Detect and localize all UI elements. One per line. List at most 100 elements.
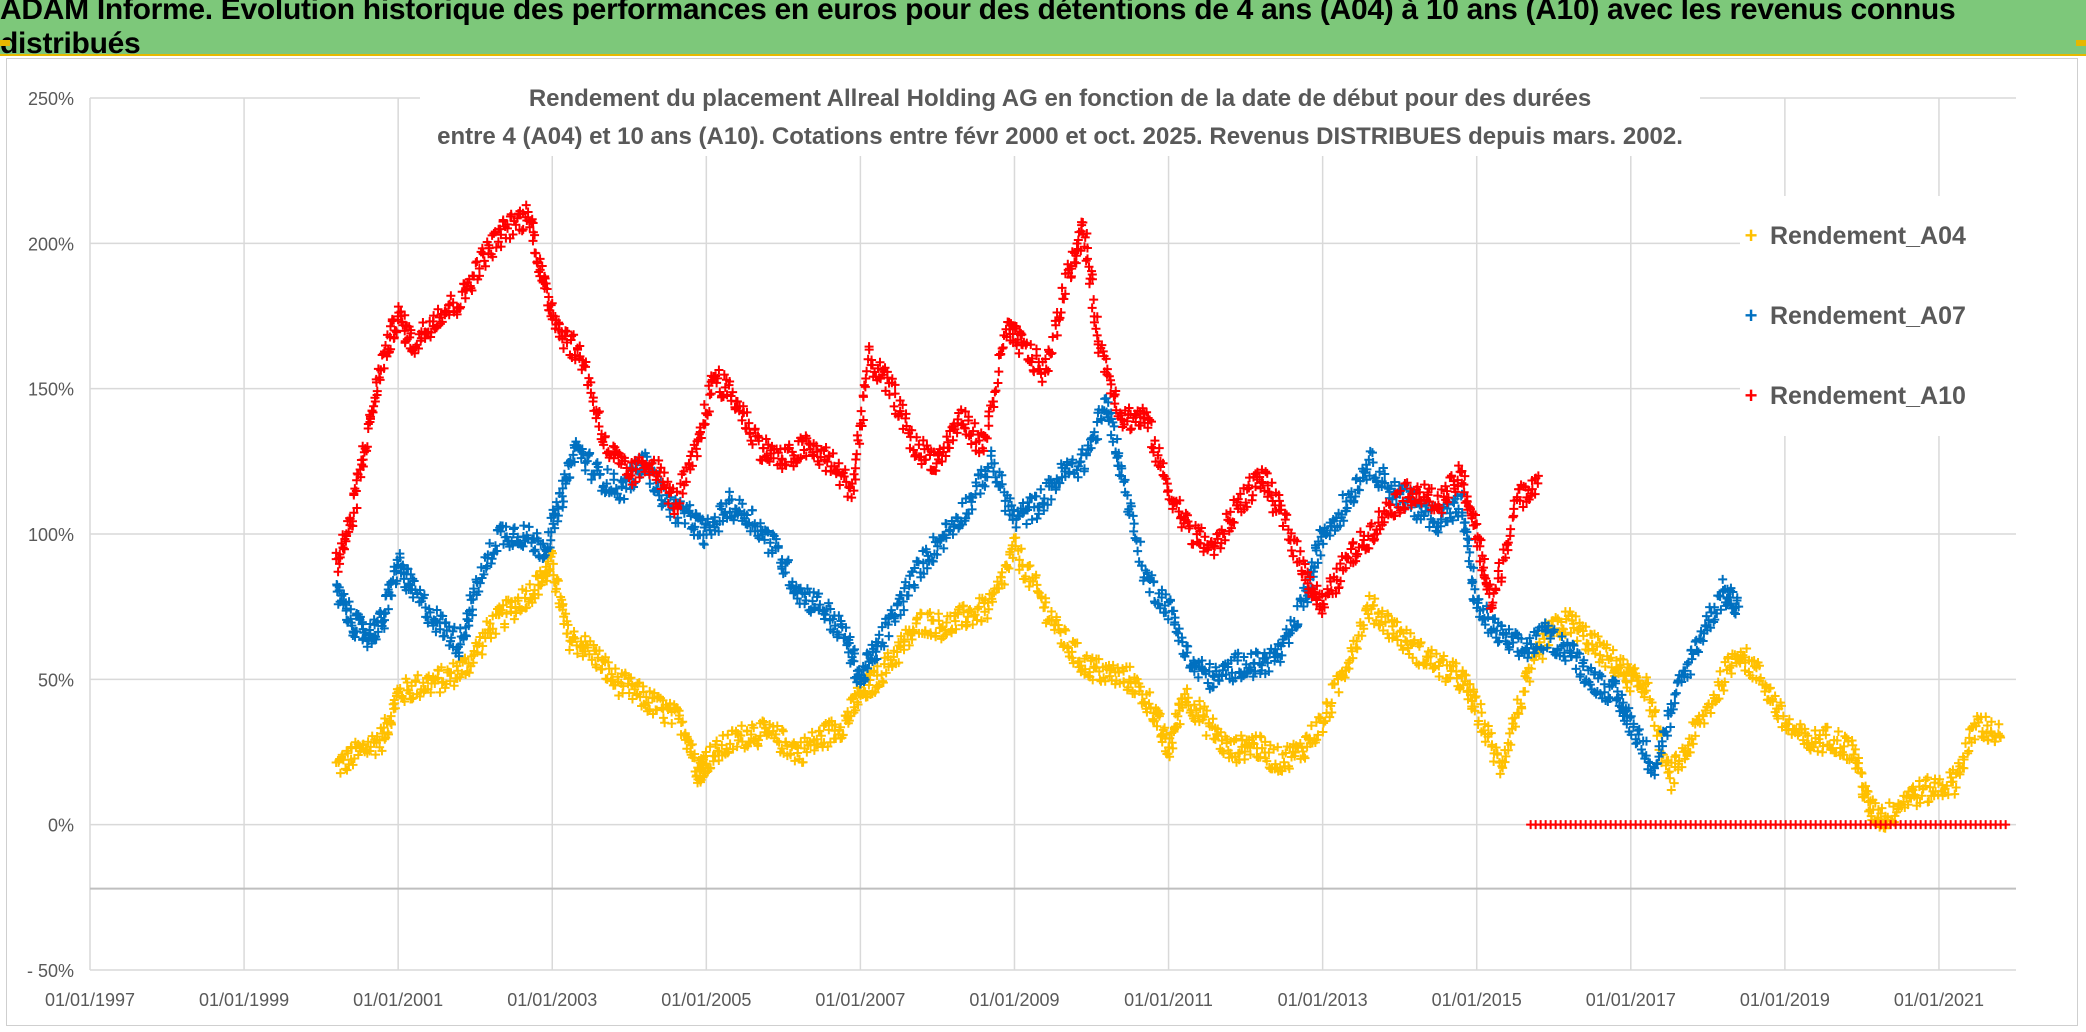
x-tick-label: 01/01/2017	[1586, 990, 1676, 1010]
data-point-rendement-a10	[1014, 348, 1024, 358]
data-point-rendement-a04	[1074, 656, 1084, 666]
data-point-rendement-a04	[1917, 791, 1927, 801]
data-point-rendement-a04	[591, 662, 601, 672]
data-point-rendement-a04	[1566, 628, 1576, 638]
data-point-rendement-a04	[407, 694, 417, 704]
data-point-rendement-a04	[737, 721, 747, 731]
chart-title: Rendement du placement Allreal Holding A…	[420, 80, 1700, 156]
data-point-rendement-a04	[413, 670, 423, 680]
data-point-rendement-a04	[1357, 631, 1367, 641]
report-banner: ADAM Informe. Evolution historique des p…	[0, 0, 2086, 60]
data-point-rendement-a04	[1400, 636, 1410, 646]
data-point-rendement-a07	[609, 469, 619, 479]
data-point-rendement-a04	[522, 602, 532, 612]
data-point-rendement-a04	[1606, 653, 1616, 663]
data-point-rendement-a07	[1145, 587, 1155, 597]
data-point-rendement-a04	[674, 706, 684, 716]
data-point-rendement-a10-baseline	[2001, 820, 2011, 830]
data-point-rendement-a04	[543, 556, 553, 566]
data-point-rendement-a07	[1133, 546, 1143, 556]
data-point-rendement-a04	[1152, 721, 1162, 731]
data-point-rendement-a04	[1014, 555, 1024, 565]
data-point-rendement-a04	[873, 682, 883, 692]
data-point-rendement-a10	[1052, 330, 1062, 340]
data-point-rendement-a04	[624, 688, 634, 698]
data-point-rendement-a04	[1273, 742, 1283, 752]
data-point-rendement-a04	[899, 634, 909, 644]
data-point-rendement-a04	[1352, 644, 1362, 654]
legend-item-a10: + Rendement_A10	[1740, 356, 2020, 436]
data-point-rendement-a04	[1427, 645, 1437, 655]
data-point-rendement-a10	[1346, 544, 1356, 554]
data-point-rendement-a07	[584, 449, 594, 459]
data-point-rendement-a04	[844, 716, 854, 726]
data-point-rendement-a04	[1208, 714, 1218, 724]
data-point-rendement-a10	[333, 567, 343, 577]
data-point-rendement-a04	[1202, 706, 1212, 716]
data-point-rendement-a04	[1085, 667, 1095, 677]
data-point-rendement-a04	[1595, 650, 1605, 660]
data-point-rendement-a07	[1022, 519, 1032, 529]
data-point-rendement-a04	[626, 673, 636, 683]
data-point-rendement-a07	[1129, 519, 1139, 529]
data-point-rendement-a04	[426, 687, 436, 697]
data-point-rendement-a04	[974, 602, 984, 612]
data-point-rendement-a07	[1169, 606, 1179, 616]
data-point-rendement-a04	[1578, 631, 1588, 641]
data-point-rendement-a04	[1370, 594, 1380, 604]
data-point-rendement-a04	[892, 647, 902, 657]
data-point-rendement-a04	[1434, 672, 1444, 682]
data-point-rendement-a04	[1327, 698, 1337, 708]
data-point-rendement-a04	[1451, 658, 1461, 668]
data-point-rendement-a04	[850, 705, 860, 715]
data-point-rendement-a04	[931, 628, 941, 638]
data-point-rendement-a04	[630, 684, 640, 694]
data-point-rendement-a04	[672, 704, 682, 714]
data-point-rendement-a10	[692, 451, 702, 461]
data-point-rendement-a04	[533, 590, 543, 600]
data-point-rendement-a07	[1165, 596, 1175, 606]
x-tick-label: 01/01/2015	[1432, 990, 1522, 1010]
data-point-rendement-a04	[1082, 651, 1092, 661]
data-point-rendement-a07	[1027, 515, 1037, 525]
data-point-rendement-a04	[994, 584, 1004, 594]
data-point-rendement-a07	[1465, 547, 1475, 557]
data-point-rendement-a04	[1149, 716, 1159, 726]
data-point-rendement-a04	[1434, 661, 1444, 671]
data-point-rendement-a04	[1510, 722, 1520, 732]
x-tick-label: 01/01/2007	[815, 990, 905, 1010]
data-point-rendement-a07	[1670, 689, 1680, 699]
legend-marker-a04: +	[1744, 223, 1758, 248]
data-point-rendement-a04	[1461, 670, 1471, 680]
data-point-rendement-a04	[1068, 658, 1078, 668]
data-point-rendement-a04	[1216, 727, 1226, 737]
data-point-rendement-a10	[1048, 332, 1058, 342]
data-point-rendement-a10	[1509, 504, 1519, 514]
data-point-rendement-a04	[999, 580, 1009, 590]
data-point-rendement-a10	[889, 401, 899, 411]
data-point-rendement-a04	[1364, 613, 1374, 623]
data-point-rendement-a04	[1135, 682, 1145, 692]
data-point-rendement-a04	[732, 742, 742, 752]
data-point-rendement-a04	[1491, 742, 1501, 752]
y-tick-label: 150%	[28, 380, 74, 400]
data-point-rendement-a04	[1571, 611, 1581, 621]
data-point-rendement-a04	[1011, 533, 1021, 543]
data-point-rendement-a07	[558, 496, 568, 506]
data-point-rendement-a10	[584, 373, 594, 383]
data-point-rendement-a04	[521, 586, 531, 596]
data-point-rendement-a04	[1231, 734, 1241, 744]
data-point-rendement-a04	[665, 698, 675, 708]
data-point-rendement-a04	[1514, 709, 1524, 719]
data-point-rendement-a04	[1235, 748, 1245, 758]
data-point-rendement-a04	[1182, 684, 1192, 694]
data-point-rendement-a04	[1024, 582, 1034, 592]
data-point-rendement-a07	[1251, 647, 1261, 657]
chart-title-line-1: Rendement du placement Allreal Holding A…	[528, 85, 1592, 112]
data-point-rendement-a04	[477, 649, 487, 659]
data-point-rendement-a04	[1581, 622, 1591, 632]
series-layer	[331, 200, 2011, 833]
data-point-rendement-a04	[1477, 708, 1487, 718]
data-point-rendement-a04	[498, 600, 508, 610]
data-point-rendement-a04	[1262, 756, 1272, 766]
